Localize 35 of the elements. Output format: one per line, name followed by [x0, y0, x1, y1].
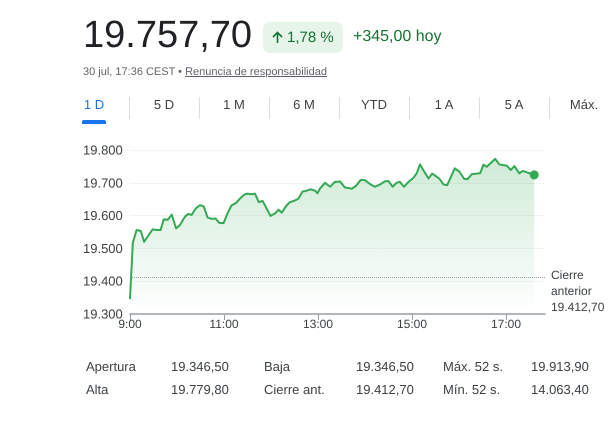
text: 1,78 % [287, 29, 334, 46]
text: Baja [264, 359, 290, 374]
x-tick-label: 13:00 [302, 317, 334, 331]
text: +345,00 hoy [353, 28, 442, 46]
y-tick-label: 19.800 [83, 142, 123, 158]
text: Mín. 52 s. [443, 382, 500, 397]
text: 14.063,40 [531, 382, 589, 397]
x-tick-label: 9:00 [118, 317, 142, 331]
text: 1 D [84, 97, 104, 112]
text: 19.346,50 [171, 359, 229, 374]
text: Apertura [86, 359, 136, 374]
y-tick-label: 19.700 [83, 175, 123, 190]
y-tick-label: 19.500 [83, 240, 123, 256]
text: 19.779,80 [171, 382, 229, 397]
text: Cierre ant. [264, 382, 325, 397]
text: 6 M [293, 97, 315, 112]
x-tick-label: 15:00 [396, 317, 428, 331]
text: Máx. [570, 97, 598, 112]
text: Máx. 52 s. [443, 359, 503, 374]
text: 19.913,90 [531, 359, 589, 374]
text: 5 D [154, 97, 174, 112]
chart-title: 19.757,70 [83, 14, 252, 57]
text: 19.346,50 [356, 359, 414, 374]
text: YTD [361, 97, 387, 112]
x-tick-label: 17:00 [490, 317, 522, 331]
text: 1 M [223, 97, 245, 112]
x-tick-label: 11:00 [209, 317, 239, 331]
text: 19.412,70 [356, 382, 414, 397]
text: Alta [86, 382, 108, 397]
y-tick-label: 19.400 [83, 274, 123, 289]
chart-subtitle: 30 jul, 17:36 CEST • Renuncia de responsabilidad [83, 66, 327, 78]
text: 1 A [434, 97, 454, 112]
text: 5 A [504, 97, 524, 112]
ref-line-label: Cierre anterior 19.412,70 [551, 268, 605, 314]
y-tick-label: 19.600 [83, 208, 123, 224]
